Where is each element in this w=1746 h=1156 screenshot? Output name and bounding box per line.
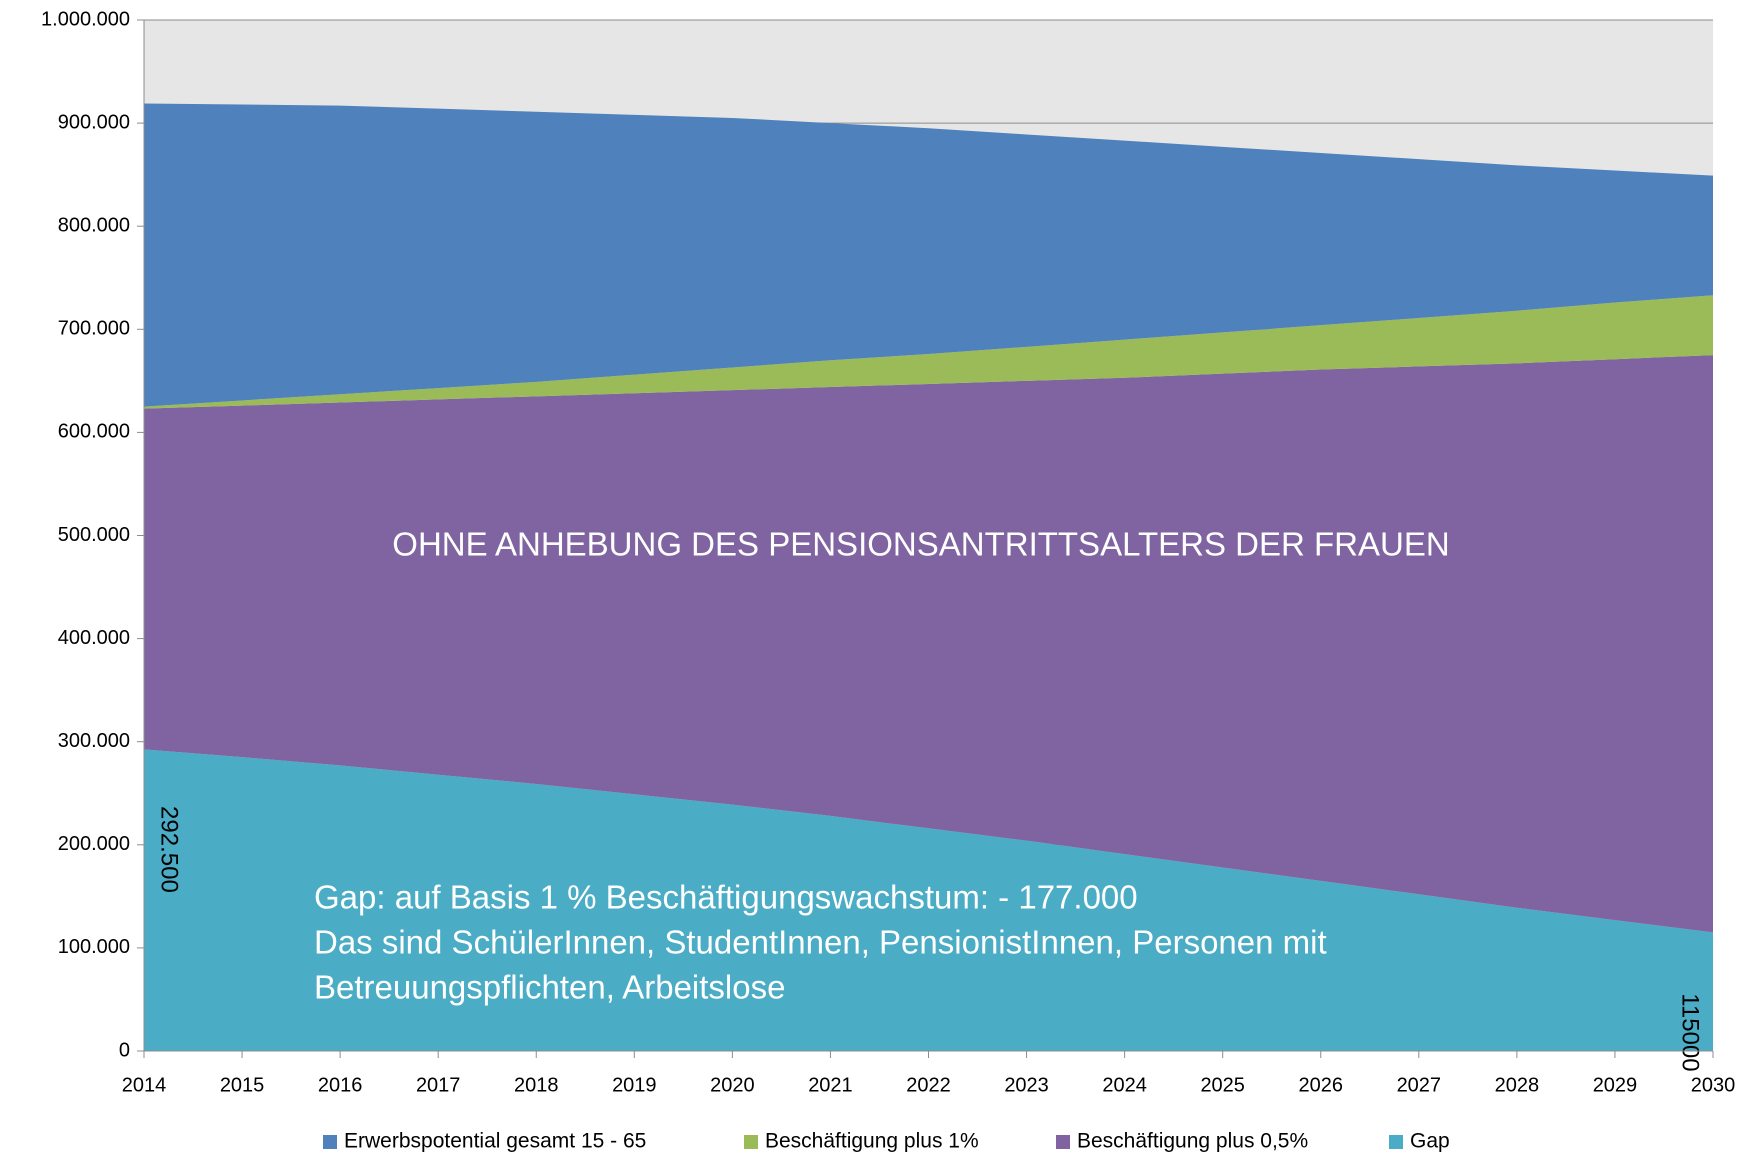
y-tick-label: 400.000 bbox=[58, 627, 130, 649]
legend-swatch bbox=[323, 1135, 337, 1149]
value-label: 115000 bbox=[1677, 993, 1704, 1071]
area bbox=[144, 295, 1713, 409]
y-tick-label: 100.000 bbox=[58, 936, 130, 958]
x-tick-label: 2029 bbox=[1593, 1074, 1638, 1096]
legend-swatch bbox=[1389, 1135, 1403, 1149]
annotation: Gap: auf Basis 1 % Beschäftigungswachstu… bbox=[314, 879, 1138, 916]
y-tick-label: 1.000.000 bbox=[41, 8, 130, 30]
legend-label: Beschäftigung plus 1% bbox=[765, 1130, 979, 1153]
x-tick-label: 2016 bbox=[318, 1074, 363, 1096]
annotation: Betreuungspflichten, Arbeitslose bbox=[314, 969, 785, 1006]
areas-layer bbox=[144, 103, 1713, 1051]
x-tick-label: 2015 bbox=[220, 1074, 265, 1096]
area bbox=[144, 749, 1713, 1051]
x-tick-label: 2014 bbox=[122, 1074, 167, 1096]
y-tick-label: 500.000 bbox=[58, 524, 130, 546]
x-tick-label: 2020 bbox=[710, 1074, 755, 1096]
x-tick-label: 2026 bbox=[1299, 1074, 1344, 1096]
x-tick-label: 2017 bbox=[416, 1074, 461, 1096]
legend-label: Erwerbspotential gesamt 15 - 65 bbox=[344, 1130, 646, 1153]
legend-label: Beschäftigung plus 0,5% bbox=[1077, 1130, 1308, 1153]
y-tick-label: 300.000 bbox=[58, 730, 130, 752]
annotation: OHNE ANHEBUNG DES PENSIONSANTRITTSALTERS… bbox=[392, 526, 1449, 563]
x-tick-label: 2019 bbox=[612, 1074, 657, 1096]
x-tick-label: 2022 bbox=[906, 1074, 951, 1096]
area bbox=[144, 355, 1713, 933]
y-tick-label: 200.000 bbox=[58, 833, 130, 855]
y-tick-label: 800.000 bbox=[58, 214, 130, 236]
value-label: 292.500 bbox=[156, 806, 183, 893]
x-tick-label: 2025 bbox=[1200, 1074, 1245, 1096]
x-tick-label: 2023 bbox=[1004, 1074, 1049, 1096]
x-tick-label: 2030 bbox=[1691, 1074, 1736, 1096]
x-tick-label: 2027 bbox=[1397, 1074, 1442, 1096]
legend-label: Gap bbox=[1410, 1130, 1450, 1153]
legend-swatch bbox=[1056, 1135, 1070, 1149]
y-tick-label: 700.000 bbox=[58, 318, 130, 340]
y-tick-label: 0 bbox=[119, 1039, 130, 1061]
front-layer: OHNE ANHEBUNG DES PENSIONSANTRITTSALTERS… bbox=[41, 8, 1735, 1152]
y-tick-label: 900.000 bbox=[58, 111, 130, 133]
legend-swatch bbox=[744, 1135, 758, 1149]
annotation: Das sind SchülerInnen, StudentInnen, Pen… bbox=[314, 924, 1327, 961]
x-tick-label: 2018 bbox=[514, 1074, 559, 1096]
y-tick-label: 600.000 bbox=[58, 421, 130, 443]
x-tick-label: 2028 bbox=[1495, 1074, 1540, 1096]
area bbox=[144, 103, 1713, 407]
x-tick-label: 2024 bbox=[1102, 1074, 1147, 1096]
x-tick-label: 2021 bbox=[808, 1074, 853, 1096]
